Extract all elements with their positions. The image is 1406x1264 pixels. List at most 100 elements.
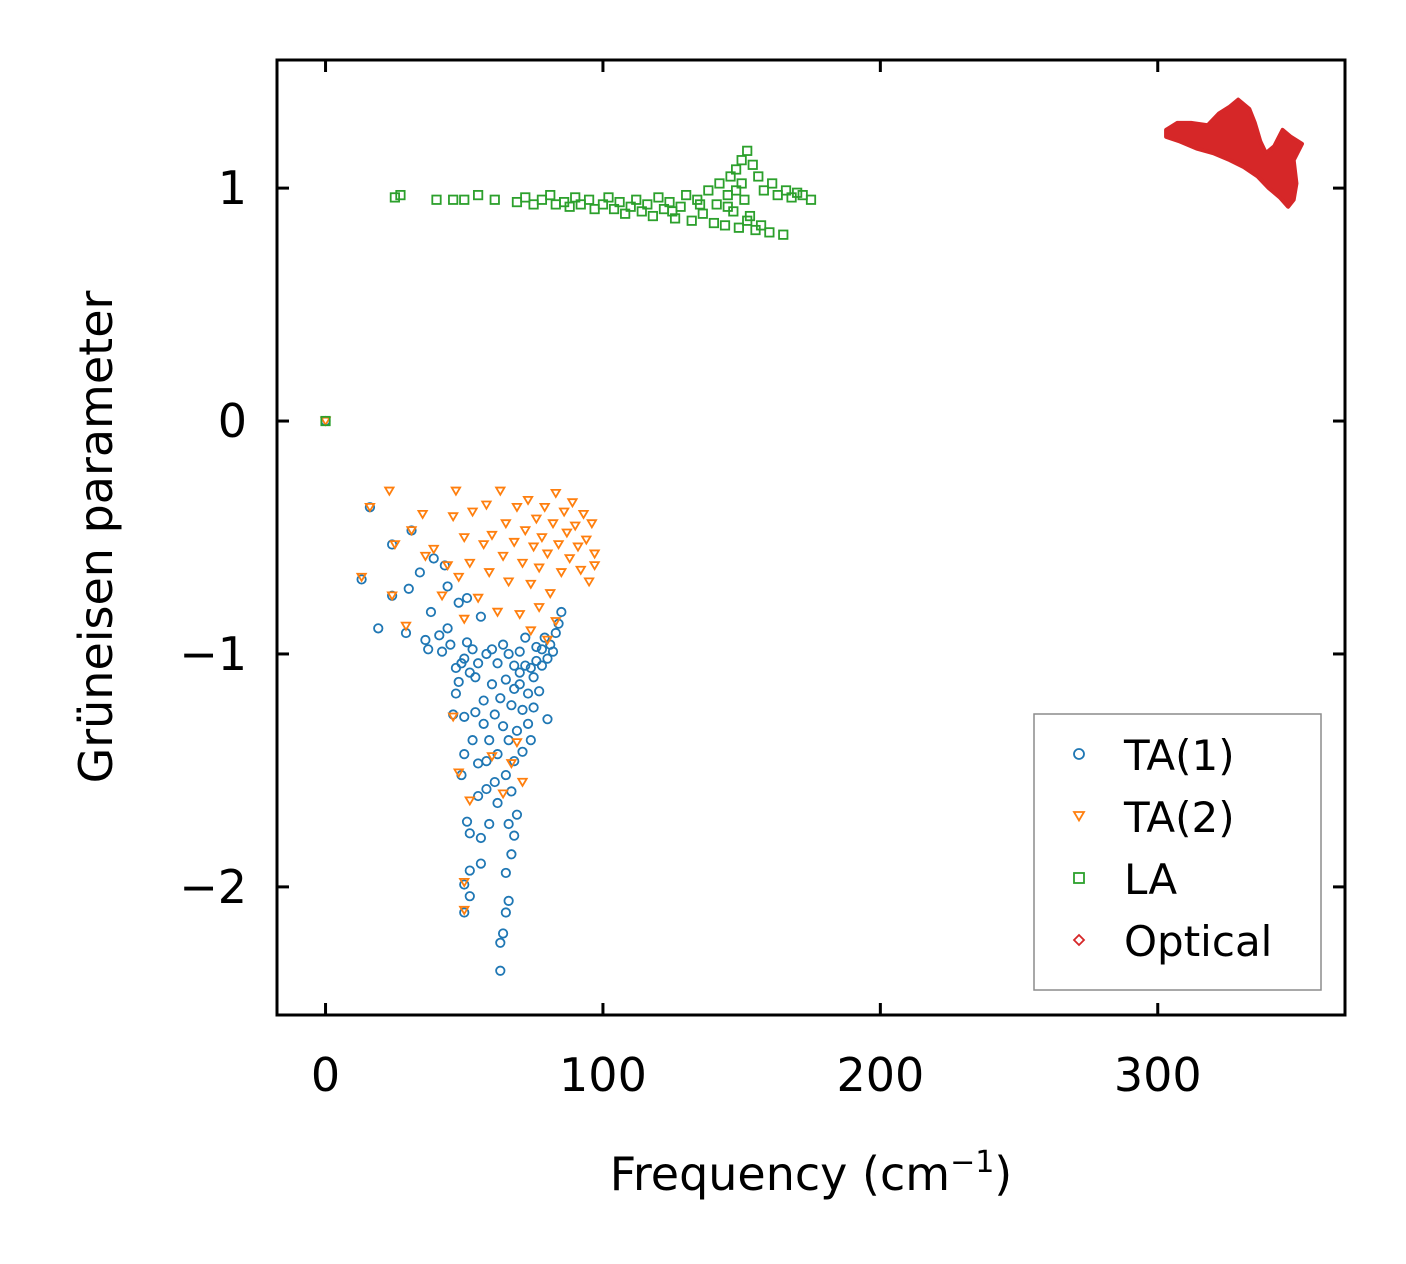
data-point bbox=[520, 632, 531, 643]
data-point bbox=[636, 206, 647, 217]
data-point bbox=[472, 593, 484, 604]
legend-entry: Optical bbox=[1072, 917, 1272, 966]
data-point bbox=[703, 185, 714, 196]
data-point bbox=[500, 867, 511, 879]
data-point bbox=[667, 206, 678, 217]
data-point bbox=[492, 797, 503, 809]
data-point bbox=[464, 828, 475, 839]
series-la bbox=[320, 145, 817, 427]
data-point bbox=[755, 220, 767, 231]
series-ta-1- bbox=[320, 415, 567, 976]
legend-box bbox=[1033, 713, 1322, 991]
data-point bbox=[464, 865, 475, 876]
data-point bbox=[450, 688, 462, 699]
data-point bbox=[725, 171, 736, 182]
data-point bbox=[414, 567, 425, 578]
legend-items: TA(1) TA(2) LA Optical bbox=[1072, 731, 1272, 966]
data-point bbox=[497, 789, 509, 800]
data-point bbox=[364, 502, 376, 513]
data-point bbox=[758, 185, 769, 196]
series-ta-2- bbox=[319, 416, 601, 916]
legend-entry: LA bbox=[1073, 855, 1177, 904]
y-tick-label: −2 bbox=[179, 860, 247, 914]
data-point bbox=[478, 718, 489, 729]
data-point bbox=[355, 572, 368, 583]
data-point bbox=[405, 526, 418, 537]
data-point bbox=[563, 554, 576, 565]
data-point bbox=[708, 217, 720, 229]
data-point bbox=[669, 213, 681, 224]
data-marks bbox=[319, 97, 1305, 976]
data-point bbox=[320, 415, 331, 427]
data-point bbox=[764, 227, 775, 238]
data-point bbox=[736, 155, 747, 166]
data-point bbox=[500, 519, 512, 530]
data-point bbox=[484, 735, 495, 746]
data-point bbox=[497, 551, 509, 562]
data-point bbox=[580, 535, 593, 546]
data-point bbox=[453, 597, 464, 608]
data-point bbox=[509, 830, 520, 841]
data-point bbox=[495, 965, 506, 976]
data-point bbox=[805, 194, 817, 205]
data-point bbox=[459, 879, 470, 890]
data-point bbox=[547, 519, 559, 530]
data-point bbox=[395, 189, 406, 201]
data-point bbox=[470, 707, 481, 718]
data-point bbox=[694, 199, 706, 210]
data-point bbox=[497, 928, 509, 939]
data-point bbox=[500, 769, 511, 781]
data-point bbox=[586, 519, 598, 530]
data-point bbox=[383, 486, 396, 497]
legend-marker bbox=[1073, 872, 1085, 884]
data-point bbox=[511, 809, 523, 820]
data-point bbox=[467, 644, 478, 655]
data-point bbox=[497, 721, 509, 732]
data-point bbox=[509, 660, 520, 671]
data-point bbox=[419, 551, 432, 562]
data-point bbox=[508, 537, 520, 548]
legend-marker bbox=[1073, 748, 1085, 760]
data-point bbox=[475, 858, 486, 869]
data-point bbox=[603, 192, 614, 203]
optical-point-cloud bbox=[1164, 97, 1305, 209]
data-point bbox=[542, 653, 553, 664]
data-point bbox=[389, 540, 401, 551]
data-point bbox=[681, 189, 692, 201]
legend-label: Optical bbox=[1124, 917, 1272, 966]
data-point bbox=[536, 644, 548, 655]
legend-entry: TA(1) bbox=[1073, 731, 1235, 780]
data-point bbox=[480, 500, 493, 511]
data-point bbox=[550, 488, 562, 499]
x-axis-label: Frequency (cm−1) bbox=[610, 1145, 1013, 1201]
data-point bbox=[464, 558, 476, 569]
y-tick-label: 0 bbox=[218, 394, 247, 448]
data-point bbox=[544, 589, 557, 599]
data-point bbox=[492, 658, 503, 669]
data-point bbox=[486, 679, 498, 690]
x-tick-label: 100 bbox=[559, 1048, 647, 1102]
data-point bbox=[525, 579, 537, 590]
data-point bbox=[511, 738, 523, 749]
data-point bbox=[389, 192, 400, 203]
data-point bbox=[552, 540, 565, 551]
data-point bbox=[767, 178, 778, 189]
data-point bbox=[464, 891, 475, 902]
data-point bbox=[420, 634, 431, 646]
data-point bbox=[550, 617, 562, 627]
legend-label: TA(1) bbox=[1123, 731, 1235, 780]
data-point bbox=[489, 776, 500, 788]
data-point bbox=[525, 735, 536, 746]
data-point bbox=[453, 676, 464, 688]
data-point bbox=[778, 229, 789, 240]
data-point bbox=[538, 502, 551, 513]
data-point bbox=[541, 549, 554, 560]
data-point bbox=[541, 635, 554, 646]
data-point bbox=[386, 591, 398, 602]
data-point bbox=[494, 486, 507, 497]
y-tick-label: −1 bbox=[179, 627, 247, 681]
data-point bbox=[470, 672, 481, 683]
data-point bbox=[522, 495, 534, 506]
legend-marker bbox=[1072, 811, 1086, 823]
